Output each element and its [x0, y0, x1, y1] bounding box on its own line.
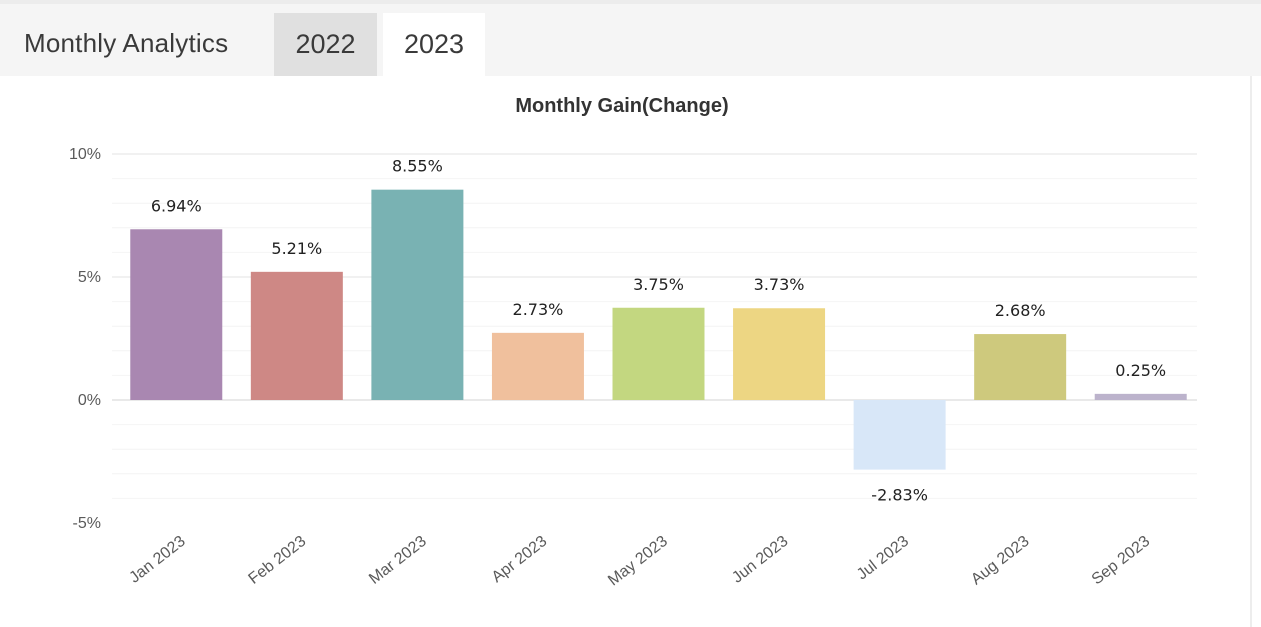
bars [130, 189, 1187, 470]
page-title: Monthly Analytics [24, 28, 229, 58]
bar-jun-2023[interactable] [733, 308, 826, 400]
x-tick-label: Jul 2023 [854, 533, 912, 584]
bar-sep-2023[interactable] [1094, 393, 1187, 400]
bar-mar-2023[interactable] [371, 189, 464, 400]
x-axis: Jan 2023 Feb 2023 Mar 2023 Apr 2023 May 2023… [126, 533, 1153, 590]
bar-value-label: 2.73% [513, 300, 564, 319]
y-tick-label: 10% [69, 146, 101, 163]
bar-value-label: 2.68% [995, 301, 1046, 320]
bar-may-2023[interactable] [612, 307, 705, 400]
bar-jan-2023[interactable] [130, 229, 223, 400]
x-tick-label: Apr 2023 [489, 533, 551, 586]
x-tick-label: Jun 2023 [729, 533, 791, 587]
tab-2023[interactable]: 2023 [383, 13, 485, 76]
bar-labels: 6.94% 5.21% 8.55% 2.73% 3.75% 3.73% -2.83% 2.68… [151, 157, 1166, 505]
tab-2022[interactable]: 2022 [274, 13, 377, 76]
x-tick-label: May 2023 [605, 533, 671, 590]
bar-value-label: 5.21% [271, 239, 322, 258]
bar-value-label: 0.25% [1115, 361, 1166, 380]
bar-feb-2023[interactable] [250, 271, 343, 400]
analytics-header: Monthly Analytics 2022 2023 [0, 4, 1261, 76]
bar-value-label: 3.75% [633, 275, 684, 294]
x-tick-label: Aug 2023 [968, 533, 1033, 589]
bar-value-label: 8.55% [392, 157, 443, 176]
bar-value-label: 3.73% [754, 275, 805, 294]
bar-aug-2023[interactable] [974, 334, 1067, 400]
x-tick-label: Jan 2023 [126, 533, 188, 587]
y-tick-label: 5% [78, 269, 101, 286]
chart-title: Monthly Gain(Change) [515, 95, 728, 117]
x-tick-label: Feb 2023 [246, 533, 310, 588]
x-tick-label: Sep 2023 [1089, 533, 1154, 589]
bar-apr-2023[interactable] [491, 332, 584, 400]
bar-value-label: -2.83% [871, 486, 928, 505]
y-axis: 10% 5% 0% -5% [69, 146, 101, 532]
bar-value-label: 6.94% [151, 196, 202, 215]
y-tick-label: 0% [78, 392, 101, 409]
x-tick-label: Mar 2023 [366, 533, 430, 588]
top-border [0, 0, 1261, 4]
y-tick-label: -5% [73, 515, 101, 532]
bar-jul-2023[interactable] [853, 400, 946, 470]
